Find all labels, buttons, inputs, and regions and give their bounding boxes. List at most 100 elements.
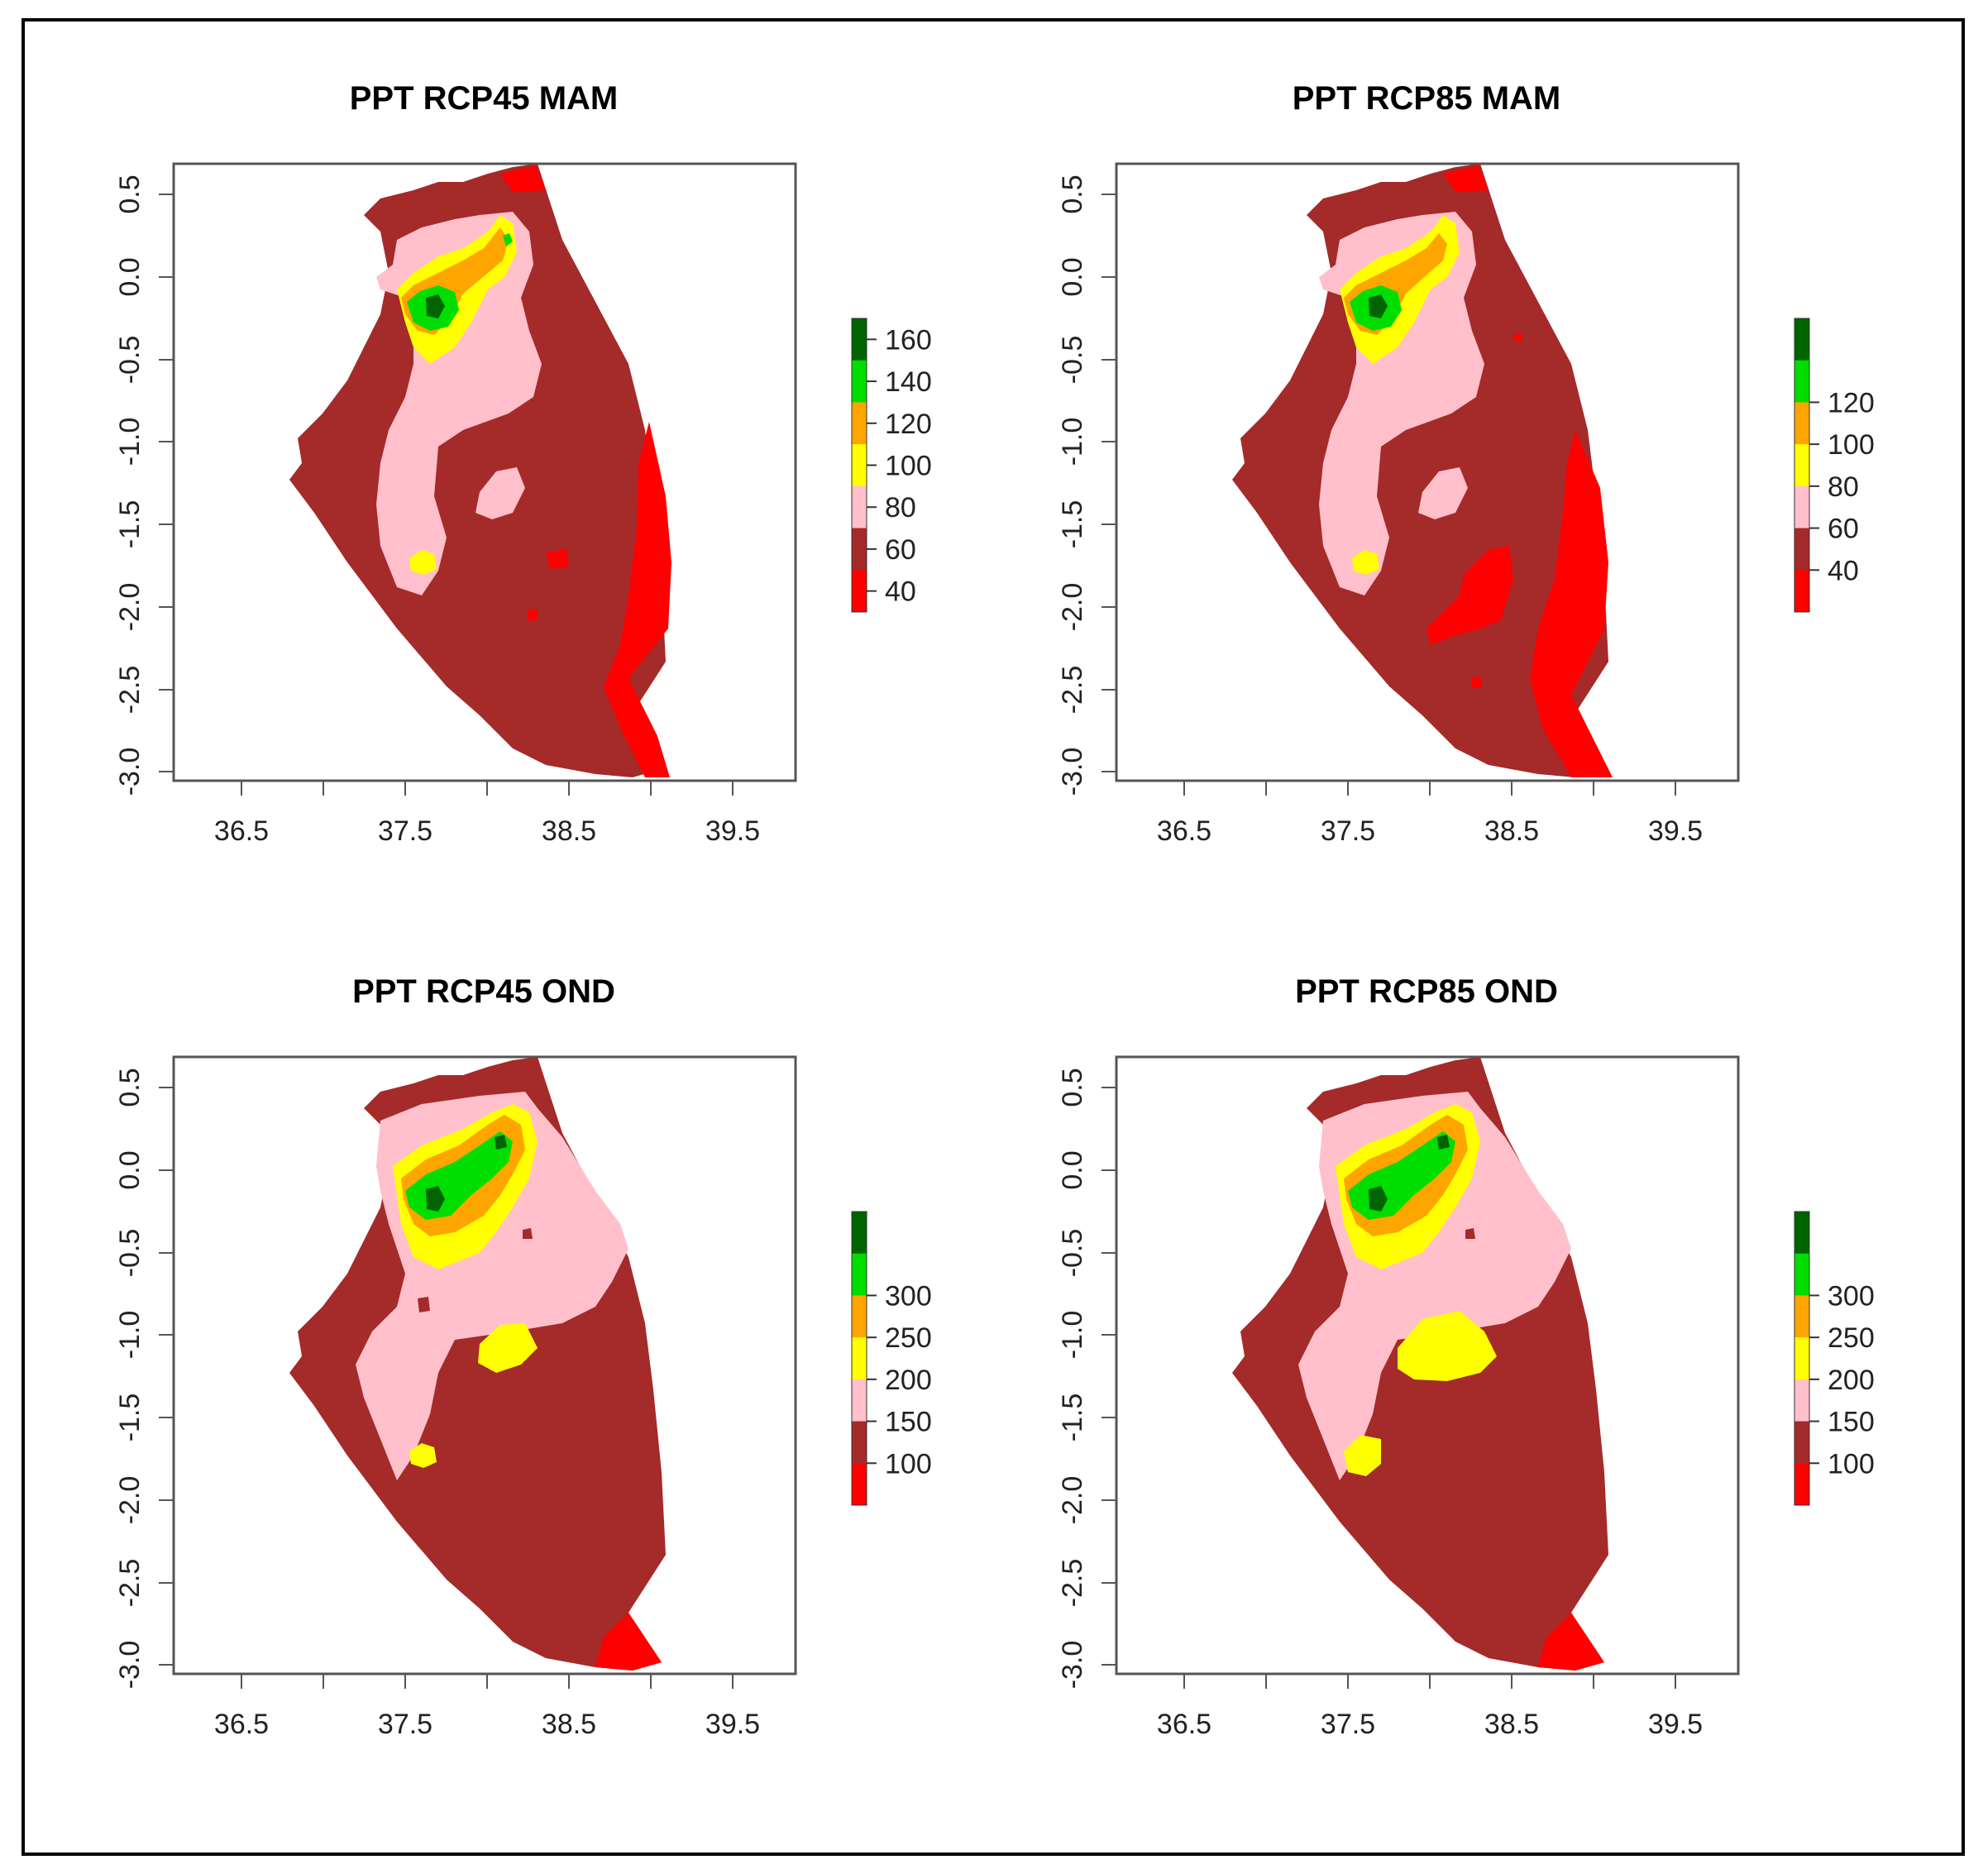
legend-swatch [1794,1253,1809,1296]
legend-swatch [852,360,867,403]
legend-label: 140 [885,366,932,398]
legend-swatch [852,402,867,445]
legend-swatch [852,444,867,487]
region-darkgreen-north [1437,1135,1450,1150]
legend-border [1794,318,1810,613]
panel-rcp45-ond: PPT RCP45 OND 36.5 37.5 38.5 39.5 0.5 0.0 -0.… [50,943,992,1836]
legend: 160 140 120 100 80 60 40 [851,318,932,613]
panel-rcp85-ond: PPT RCP85 OND 36.5 37.5 38.5 39.5 0.5 0.0 -0.… [992,943,1935,1836]
region-darkgreen [426,1186,445,1212]
x-tick-label: 39.5 [1648,1709,1703,1740]
x-tick-label: 38.5 [1484,815,1539,847]
y-tick-label: -1.5 [1057,500,1088,549]
y-axis: 0.5 0.0 -0.5 -1.0 -1.5 -2.0 -2.5 -3.0 [114,1068,174,1689]
region-red-east [604,422,671,777]
region-base [1232,164,1608,777]
legend-swatch [1794,485,1809,529]
x-tick-label: 39.5 [705,815,760,847]
x-tick-label: 38.5 [542,815,596,847]
y-tick-label: 0.5 [1057,1068,1088,1107]
region-brown-spot2 [418,1297,430,1312]
legend-border [1794,1211,1810,1506]
region-yellow-south [1344,1435,1381,1476]
y-tick-label: -0.5 [114,336,146,385]
x-axis: 36.5 37.5 38.5 39.5 [1157,1673,1703,1740]
y-tick-label: 0.5 [114,174,146,213]
legend-label: 40 [1828,555,1859,586]
region-darkgreen [1369,294,1388,318]
y-tick-label: 0.5 [114,1068,146,1107]
y-tick-label: -2.0 [1057,583,1088,632]
y-tick-label: -3.0 [114,748,146,796]
region-red-spot2 [528,609,538,620]
legend-swatch [1794,1337,1809,1380]
map-layers [289,164,671,777]
y-tick-label: -3.0 [114,1641,146,1690]
y-tick-label: -3.0 [1057,1641,1088,1690]
region-red-north [1443,165,1489,192]
y-tick-label: -2.5 [1057,1559,1088,1608]
legend-swatch [852,1295,867,1338]
y-tick-label: -1.0 [114,1311,146,1360]
legend-label: 150 [885,1407,932,1438]
legend: 300 250 200 150 100 [851,1211,932,1506]
region-red-spot [546,549,569,569]
x-tick-label: 36.5 [1157,1709,1211,1740]
legend-label: 250 [1828,1322,1875,1354]
panel-svg: PPT RCP85 OND 36.5 37.5 38.5 39.5 0.5 0.0 -0.… [1057,973,1875,1740]
region-red-spot2 [1513,333,1522,342]
x-axis: 36.5 37.5 38.5 39.5 [214,1673,760,1740]
region-red-east [1530,430,1613,777]
x-tick-label: 37.5 [378,815,432,847]
legend-swatch [852,1379,867,1422]
panel-rcp85-mam: PPT RCP85 MAM 36.5 37.5 38.5 39.5 0.5 0.0 -0.… [992,50,1935,943]
figure-frame [22,18,1965,1856]
y-tick-label: -2.0 [1057,1476,1088,1525]
x-tick-label: 38.5 [1484,1709,1539,1740]
x-tick-label: 39.5 [705,1709,760,1740]
legend-label: 200 [1828,1365,1875,1396]
legend-label: 160 [885,324,932,356]
legend-swatch [852,570,867,613]
legend-swatch [1794,402,1809,445]
legend-label: 40 [885,576,916,608]
legend-label: 150 [1828,1407,1875,1438]
region-red-north [500,165,546,192]
panel-rcp45-mam: PPT RCP45 MAM 36.5 37.5 38.5 39.5 0.5 0.0 -0.… [50,50,992,943]
legend-label: 300 [1828,1280,1875,1312]
region-darkgreen [1369,1186,1388,1212]
legend-label: 120 [885,409,932,440]
legend-swatch [852,1337,867,1380]
legend-label: 60 [1828,514,1859,545]
region-green-north [503,233,513,246]
panel-svg: PPT RCP45 OND 36.5 37.5 38.5 39.5 0.5 0.0 -0.… [114,973,932,1740]
region-brown-spot [523,1228,533,1239]
y-tick-label: 0.0 [1057,1150,1088,1189]
panel-title: PPT RCP45 MAM [350,80,619,117]
y-tick-label: -3.0 [1057,748,1088,796]
y-tick-label: 0.0 [114,1150,146,1189]
x-tick-label: 37.5 [1321,815,1375,847]
y-axis: 0.5 0.0 -0.5 -1.0 -1.5 -2.0 -2.5 -3.0 [1057,1068,1117,1690]
y-tick-label: -1.5 [114,1394,146,1442]
legend-swatch [1794,528,1809,571]
legend-swatch [852,1212,867,1255]
legend-swatch [852,1463,867,1506]
panel-title: PPT RCP45 OND [352,973,615,1010]
region-yellow-south [409,550,437,575]
y-tick-label: -1.5 [1057,1394,1088,1442]
y-axis: 0.5 0.0 -0.5 -1.0 -1.5 -2.0 -2.5 -3.0 [1057,174,1117,796]
region-darkgreen [426,294,445,318]
region-red-spot [1472,676,1482,688]
region-pink-island [475,467,525,519]
x-tick-label: 38.5 [542,1709,596,1740]
legend-swatch [1794,1212,1809,1255]
legend: 120 100 80 60 40 [1794,318,1875,613]
y-tick-label: 0.0 [114,257,146,296]
y-tick-label: -2.5 [1057,666,1088,715]
x-axis: 36.5 37.5 38.5 39.5 [1157,780,1703,847]
legend-swatch [852,318,867,361]
legend-label: 120 [1828,387,1875,418]
legend-swatch [1794,570,1809,613]
y-tick-label: -2.5 [114,666,146,715]
